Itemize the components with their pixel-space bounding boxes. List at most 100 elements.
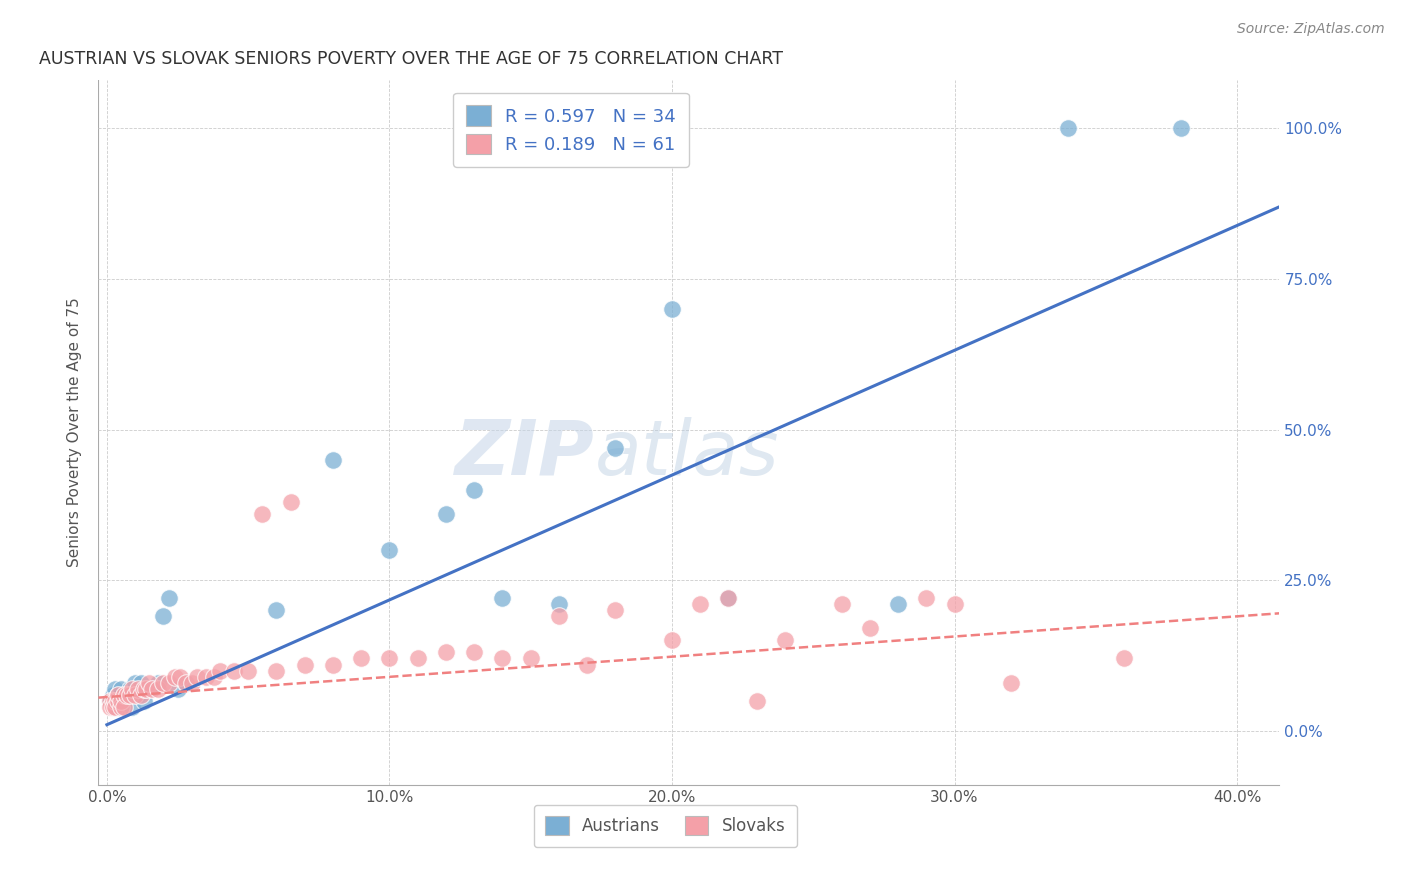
Point <box>98 693 121 707</box>
Point <box>689 597 711 611</box>
Point <box>576 657 599 672</box>
Point <box>943 597 966 611</box>
Point <box>101 688 124 702</box>
Point <box>132 681 155 696</box>
Point <box>107 688 129 702</box>
Point <box>322 452 344 467</box>
Point <box>132 693 155 707</box>
Point <box>294 657 316 672</box>
Text: ZIP: ZIP <box>454 417 595 491</box>
Point <box>98 699 121 714</box>
Point <box>887 597 910 611</box>
Point <box>166 681 188 696</box>
Point <box>107 693 129 707</box>
Point <box>121 681 143 696</box>
Point <box>146 675 169 690</box>
Point <box>152 609 174 624</box>
Point <box>115 688 138 702</box>
Point <box>1170 121 1192 136</box>
Point <box>434 507 457 521</box>
Point <box>605 603 627 617</box>
Point <box>350 651 373 665</box>
Point <box>157 591 180 606</box>
Point <box>280 495 302 509</box>
Point <box>519 651 541 665</box>
Point <box>322 657 344 672</box>
Point <box>104 693 127 707</box>
Point <box>104 681 127 696</box>
Text: atlas: atlas <box>595 417 779 491</box>
Legend: Austrians, Slovaks: Austrians, Slovaks <box>534 805 797 847</box>
Point <box>124 688 146 702</box>
Point <box>127 681 149 696</box>
Point <box>101 699 124 714</box>
Point <box>110 693 132 707</box>
Point <box>745 693 768 707</box>
Point <box>112 688 135 702</box>
Point <box>104 693 127 707</box>
Point <box>152 675 174 690</box>
Point <box>717 591 740 606</box>
Point <box>406 651 429 665</box>
Point <box>222 664 245 678</box>
Point <box>112 688 135 702</box>
Point <box>121 699 143 714</box>
Point <box>831 597 853 611</box>
Point <box>110 681 132 696</box>
Point <box>110 699 132 714</box>
Point <box>115 688 138 702</box>
Point <box>463 483 485 497</box>
Point <box>98 693 121 707</box>
Point <box>238 664 260 678</box>
Point <box>118 681 141 696</box>
Point <box>101 693 124 707</box>
Point <box>186 669 208 683</box>
Point <box>773 633 796 648</box>
Point <box>208 664 231 678</box>
Point <box>174 675 197 690</box>
Point <box>135 681 157 696</box>
Point <box>180 675 202 690</box>
Point <box>112 699 135 714</box>
Point <box>138 675 160 690</box>
Point <box>141 681 163 696</box>
Point <box>194 669 217 683</box>
Point <box>157 675 180 690</box>
Text: Source: ZipAtlas.com: Source: ZipAtlas.com <box>1237 22 1385 37</box>
Point <box>859 621 882 635</box>
Point <box>163 669 186 683</box>
Point <box>1000 675 1022 690</box>
Point <box>129 675 152 690</box>
Point <box>146 681 169 696</box>
Y-axis label: Seniors Poverty Over the Age of 75: Seniors Poverty Over the Age of 75 <box>67 298 83 567</box>
Point <box>378 543 401 558</box>
Point <box>118 688 141 702</box>
Point <box>463 645 485 659</box>
Point <box>107 699 129 714</box>
Point <box>915 591 938 606</box>
Point <box>110 693 132 707</box>
Point <box>661 633 683 648</box>
Point <box>378 651 401 665</box>
Point <box>169 669 191 683</box>
Point <box>124 675 146 690</box>
Point <box>548 597 571 611</box>
Point <box>101 693 124 707</box>
Point <box>127 688 149 702</box>
Point <box>107 688 129 702</box>
Point <box>548 609 571 624</box>
Point <box>1112 651 1135 665</box>
Point <box>434 645 457 659</box>
Point <box>717 591 740 606</box>
Point <box>138 681 160 696</box>
Point <box>104 699 127 714</box>
Text: AUSTRIAN VS SLOVAK SENIORS POVERTY OVER THE AGE OF 75 CORRELATION CHART: AUSTRIAN VS SLOVAK SENIORS POVERTY OVER … <box>39 50 783 68</box>
Point <box>491 651 513 665</box>
Point <box>661 302 683 317</box>
Point <box>266 664 288 678</box>
Point <box>605 441 627 455</box>
Point <box>129 688 152 702</box>
Point <box>174 675 197 690</box>
Point <box>266 603 288 617</box>
Point <box>491 591 513 606</box>
